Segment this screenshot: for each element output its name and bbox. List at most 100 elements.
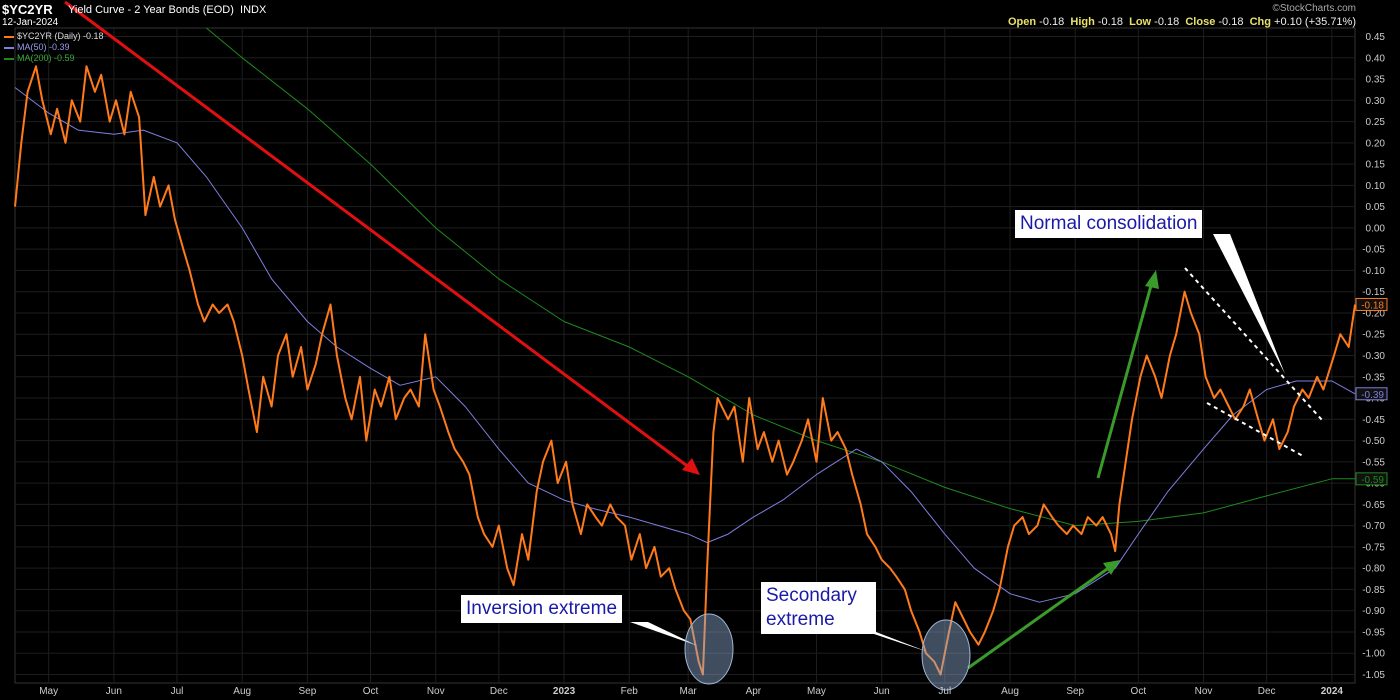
x-tick-label: 2024: [1321, 686, 1344, 697]
ohlc-readout: Open -0.18 High -0.18 Low -0.18 Close -0…: [1008, 16, 1356, 28]
legend-label: MA(50) -0.39: [17, 42, 70, 52]
chart-date: 12-Jan-2024: [2, 17, 59, 28]
x-tick-label: Jun: [874, 686, 890, 697]
y-tick-label: 0.10: [1366, 181, 1386, 192]
x-tick-label: Jul: [938, 686, 951, 697]
y-tick-label: -0.55: [1362, 457, 1385, 468]
last-value-badge: [1355, 387, 1388, 401]
y-tick-label: 0.20: [1366, 138, 1386, 149]
arrowhead-green-right: [1103, 560, 1120, 575]
y-axis: 0.45 0.40 0.35 0.30 0.25 0.20 0.15 0.10 0.05 0.00…: [1355, 32, 1388, 681]
x-tick-label: Jun: [106, 686, 122, 697]
annotation-secondary-extreme: Secondary extreme: [761, 582, 876, 634]
y-tick-label: -0.05: [1362, 245, 1385, 256]
y-tick-label: -0.80: [1362, 564, 1385, 575]
low-label: Low: [1129, 16, 1152, 28]
y-tick-label: -0.70: [1362, 521, 1385, 532]
x-tick-label: Aug: [1001, 686, 1019, 697]
x-tick-label: Mar: [680, 686, 698, 697]
last-value-badge: [1355, 297, 1388, 311]
y-tick-label: 0.35: [1366, 75, 1386, 86]
x-tick-label: Oct: [1131, 686, 1147, 697]
y-tick-label: -0.25: [1362, 330, 1385, 341]
x-tick-label: Nov: [1195, 686, 1213, 697]
trend-arrow-green-up: [1096, 281, 1154, 479]
x-tick-label: Jul: [171, 686, 184, 697]
legend-label: MA(200) -0.59: [17, 53, 75, 63]
x-tick-label: Sep: [299, 686, 317, 697]
x-tick-label: Dec: [490, 686, 508, 697]
consolidation-line-upper: [1184, 267, 1323, 421]
series-line-0: [14, 65, 1356, 676]
trend-arrow-green-right: [967, 565, 1111, 670]
y-tick-label: -0.50: [1362, 436, 1385, 447]
title-text: Yield Curve - 2 Year Bonds (EOD): [68, 4, 234, 16]
open-label: Open: [1007, 16, 1037, 28]
annotation-inversion-extreme: Inversion extreme: [461, 595, 623, 623]
arrowhead-green-up: [1145, 270, 1159, 289]
last-value-text: -0.59: [1361, 475, 1384, 486]
legend-item-ma200: MA(200) -0.59: [4, 53, 75, 63]
chart-title: Yield Curve - 2 Year Bonds (EOD) INDX: [68, 4, 266, 16]
legend-item-ma50: MA(50) -0.39: [4, 42, 70, 52]
x-tick-label: Apr: [746, 686, 762, 697]
low-value: -0.18: [1154, 16, 1180, 28]
chg-value: +0.10 (+35.71%): [1274, 16, 1356, 28]
grid: [14, 27, 1356, 684]
series-line-2: [206, 27, 1355, 527]
brand-watermark: ©StockCharts.com: [1272, 3, 1356, 14]
y-tick-label: -1.05: [1362, 670, 1385, 681]
x-tick-label: Nov: [427, 686, 445, 697]
last-value-text: -0.39: [1361, 390, 1384, 401]
y-tick-label: 0.00: [1366, 223, 1386, 234]
x-tick-label: 2023: [553, 686, 576, 697]
y-tick-label: 0.30: [1366, 96, 1386, 107]
x-axis: May Jun Jul Aug Sep Oct Nov Dec 2023 Feb Mar Apr May…: [39, 686, 1343, 697]
high-label: High: [1070, 16, 1095, 28]
trend-arrowhead-red: [682, 458, 700, 475]
y-tick-label: -0.90: [1362, 606, 1385, 617]
x-tick-label: May: [39, 686, 58, 697]
high-value: -0.18: [1097, 16, 1123, 28]
y-tick-label: 0.05: [1366, 202, 1386, 213]
open-value: -0.18: [1039, 16, 1065, 28]
legend-label: $YC2YR (Daily) -0.18: [17, 31, 104, 41]
exchange-text: INDX: [240, 4, 267, 16]
y-tick-label: 0.45: [1366, 32, 1386, 43]
x-tick-label: Aug: [233, 686, 251, 697]
annotation-normal-consolidation: Normal consolidation: [1015, 210, 1203, 238]
y-tick-label: 0.40: [1366, 53, 1386, 64]
y-tick-label: 0.15: [1366, 160, 1386, 171]
y-tick-label: -0.30: [1362, 351, 1385, 362]
close-value: -0.18: [1218, 16, 1244, 28]
annotation-overlay: [64, 0, 1323, 691]
consolidation-line-lower: [1206, 402, 1304, 457]
chg-label: Chg: [1249, 16, 1271, 28]
y-tick-label: -0.10: [1362, 266, 1385, 277]
y-tick-label: -0.65: [1362, 500, 1385, 511]
y-tick-label: -0.45: [1362, 415, 1385, 426]
symbol: $YC2YR: [2, 2, 53, 17]
callout-pointer: [868, 632, 928, 652]
y-tick-label: -0.20: [1362, 308, 1385, 319]
y-tick-label: -0.15: [1362, 287, 1385, 298]
trend-arrow-red: [64, 0, 691, 470]
y-tick-label: 0.25: [1366, 117, 1386, 128]
series-group: [14, 27, 1356, 676]
series-line-1: [14, 87, 1356, 603]
x-tick-label: May: [807, 686, 826, 697]
y-tick-label: -0.35: [1362, 372, 1385, 383]
last-value-badge: [1355, 472, 1388, 486]
legend-item-price: $YC2YR (Daily) -0.18: [4, 31, 104, 41]
x-tick-label: Dec: [1258, 686, 1276, 697]
highlight-secondary-extreme: [921, 619, 971, 691]
last-value-text: -0.18: [1361, 300, 1384, 311]
callout-pointer: [1213, 234, 1285, 374]
x-tick-label: Feb: [621, 686, 639, 697]
callout-pointer: [630, 622, 698, 646]
highlight-inversion-extreme: [684, 613, 734, 685]
y-tick-label: -1.00: [1362, 649, 1385, 660]
x-tick-label: Sep: [1066, 686, 1084, 697]
y-tick-label: -0.75: [1362, 542, 1385, 553]
